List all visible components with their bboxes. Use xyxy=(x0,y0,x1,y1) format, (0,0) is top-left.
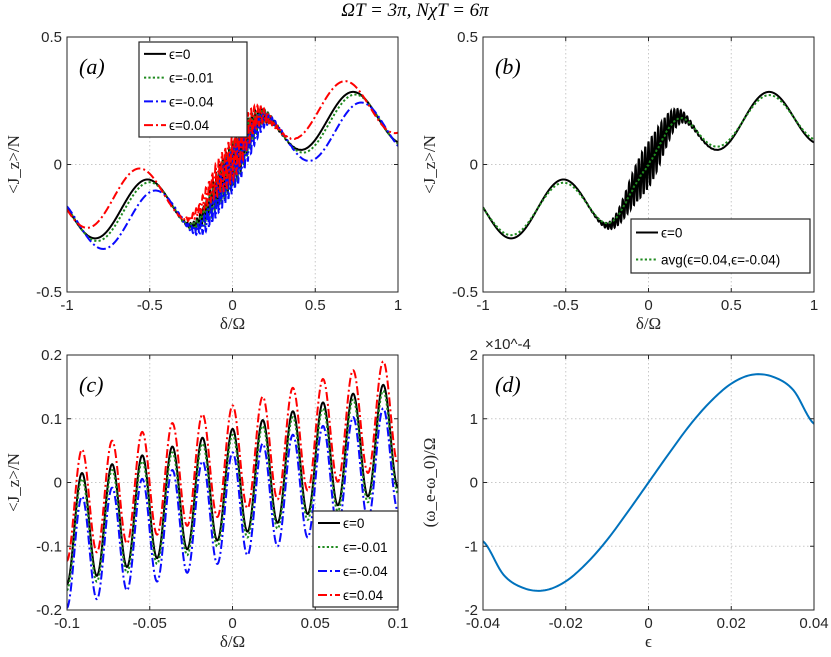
y-axis-label: <J_z>/N xyxy=(420,135,439,194)
legend-entry: ϵ=-0.04 xyxy=(169,94,214,109)
x-tick-label: 0 xyxy=(644,615,652,632)
y-tick-label: -0.5 xyxy=(452,284,478,301)
series-d-0 xyxy=(483,373,814,592)
x-tick-label: -0.04 xyxy=(466,615,500,632)
y-tick-label: 0.5 xyxy=(41,29,62,46)
x-tick-label: 0.02 xyxy=(717,615,746,632)
y-tick-label: 0.2 xyxy=(41,347,62,364)
series-c-2 xyxy=(67,407,398,609)
x-tick-label: 0.1 xyxy=(388,615,409,632)
legend-a: ϵ=0 ϵ=-0.01 ϵ=-0.04 ϵ=0.04 xyxy=(138,41,248,138)
x-tick-label: 0.5 xyxy=(721,297,742,314)
x-axis-label: ϵ xyxy=(645,632,652,651)
legend-entry: ϵ=0.04 xyxy=(343,588,384,603)
y-scale-factor: ×10^-4 xyxy=(485,336,531,353)
y-axis-label: <J_z>/N xyxy=(4,453,23,512)
x-tick-label: -0.05 xyxy=(133,615,167,632)
plot-area-c xyxy=(67,360,398,609)
x-tick-label: -0.5 xyxy=(137,297,163,314)
x-axis-label: δ/Ω xyxy=(636,314,661,333)
x-tick-label: -0.1 xyxy=(54,615,80,632)
legend-box xyxy=(312,510,399,608)
y-tick-label: 0 xyxy=(54,157,62,174)
panel-c: -0.1 -0.05 0 0.05 0.1-0.2-0.100.10.2δ/Ω<J_z>… xyxy=(4,347,408,651)
plot-area-b xyxy=(483,90,814,240)
panel-label-d: (d) xyxy=(495,372,521,397)
panel-d: -0.04 -0.02 0 0.02 0.04 -2 -1 0 1 2 ϵ (ω_e-ω_0)/Ω ×1… xyxy=(420,336,829,651)
series-c-3 xyxy=(67,360,398,562)
x-axis-label: δ/Ω xyxy=(220,632,245,651)
legend-entry: ϵ=-0.04 xyxy=(343,564,388,579)
x-tick-label: -1 xyxy=(476,297,489,314)
panel-b: -1 -0.5 0 0.5 1-0.500.5δ/Ω<J_z>/N(b)ϵ=0avg(ϵ… xyxy=(420,29,818,333)
plot-area-a xyxy=(67,80,398,250)
y-tick-label: 0 xyxy=(470,157,478,174)
x-tick-label: 0.5 xyxy=(305,297,326,314)
legend-entry: avg(ϵ=0.04,ϵ=-0.04) xyxy=(661,253,780,268)
legend-entry: ϵ=0 xyxy=(661,226,682,241)
panel-label-b: (b) xyxy=(495,54,521,79)
y-tick-label: -0.5 xyxy=(36,284,62,301)
x-tick-label: -1 xyxy=(60,297,73,314)
x-tick-label: -0.5 xyxy=(553,297,579,314)
x-tick-label: 0.05 xyxy=(301,615,330,632)
y-axis-label: <J_z>/N xyxy=(4,135,23,194)
panel-label-a: (a) xyxy=(79,54,105,79)
series-a-3 xyxy=(67,80,398,229)
y-tick-label: 1 xyxy=(470,411,478,428)
x-tick-label: 0.04 xyxy=(799,615,828,632)
legend-b: ϵ=0 avg(ϵ=0.04,ϵ=-0.04) xyxy=(630,218,811,274)
y-tick-label: -0.1 xyxy=(36,538,62,555)
legend-entry: ϵ=-0.01 xyxy=(343,540,388,555)
legend-c: ϵ=0 ϵ=-0.01 ϵ=-0.04 ϵ=0.04 xyxy=(312,510,399,608)
y-tick-label: -0.2 xyxy=(36,602,62,619)
series-b-1 xyxy=(483,94,814,237)
x-axis-label: δ/Ω xyxy=(220,314,245,333)
x-tick-label: 0 xyxy=(228,615,236,632)
x-tick-label: -0.02 xyxy=(549,615,583,632)
y-tick-label: 2 xyxy=(470,347,478,364)
legend-entry: ϵ=0 xyxy=(169,47,190,62)
legend-entry: ϵ=0 xyxy=(343,516,364,531)
y-tick-label: 0.1 xyxy=(41,411,62,428)
y-tick-label: -2 xyxy=(465,602,478,619)
y-axis-label: (ω_e-ω_0)/Ω xyxy=(420,438,439,528)
legend-box xyxy=(630,218,811,274)
panel-label-c: (c) xyxy=(79,372,103,397)
y-tick-label: -1 xyxy=(465,538,478,555)
y-tick-label: 0 xyxy=(470,475,478,492)
series-c-1 xyxy=(67,389,398,592)
y-tick-label: 0 xyxy=(54,475,62,492)
plot-area-d xyxy=(483,373,814,592)
x-tick-label: 0 xyxy=(228,297,236,314)
figure-title: ΩT = 3π, NχT = 6π xyxy=(341,0,489,21)
legend-box xyxy=(138,41,248,138)
x-tick-label: 0 xyxy=(644,297,652,314)
panel-a: -1 -0.5 0 0.5 1-0.500.5δ/Ω<J_z>/N(a) ϵ=0ϵ=-0.… xyxy=(4,29,402,333)
legend-entry: ϵ=0.04 xyxy=(169,118,210,133)
legend-entry: ϵ=-0.01 xyxy=(169,71,214,86)
series-a-1 xyxy=(67,93,398,242)
y-tick-label: 0.5 xyxy=(457,29,478,46)
x-tick-label: 1 xyxy=(810,297,818,314)
x-tick-label: 1 xyxy=(394,297,402,314)
